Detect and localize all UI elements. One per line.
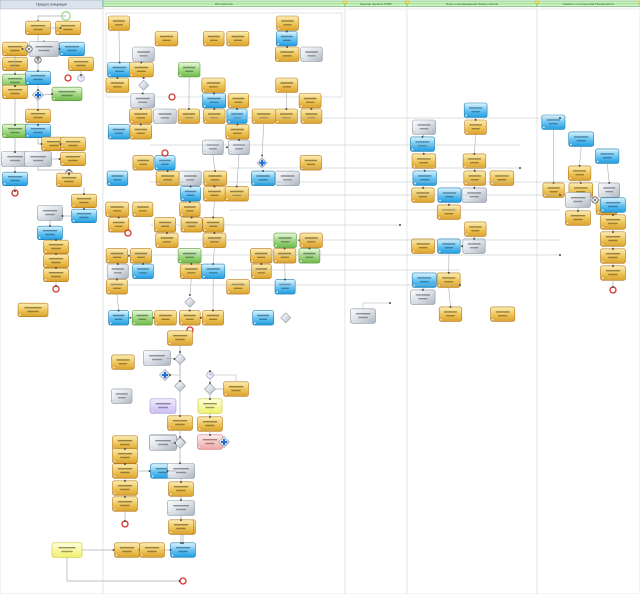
svg-text:Процесс инициации: Процесс инициации bbox=[36, 3, 67, 7]
svg-text:Куратор проекта ГИИС: Куратор проекта ГИИС bbox=[360, 2, 393, 6]
svg-text:Отдел сопровождения бизнес-сис: Отдел сопровождения бизнес-систем bbox=[446, 2, 498, 6]
svg-text:Комитет по процессам Предприят: Комитет по процессам Предприятия bbox=[563, 2, 614, 6]
svg-text:Исполнитель: Исполнитель bbox=[215, 2, 234, 6]
